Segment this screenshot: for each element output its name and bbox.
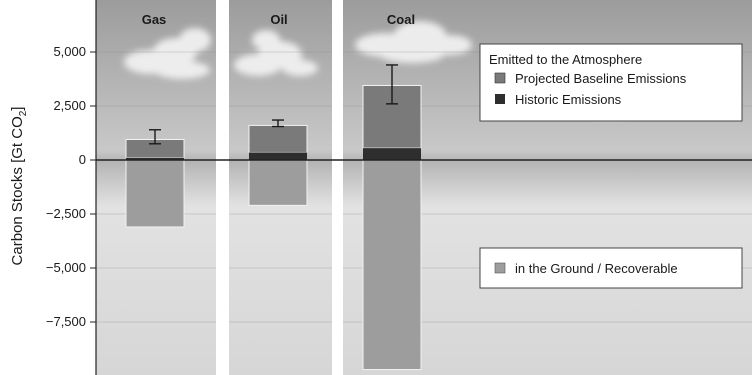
y-axis-label-close: ] — [9, 107, 26, 111]
legend-emitted-title: Emitted to the Atmosphere — [489, 52, 642, 67]
y-tick-label-4: −5,000 — [46, 260, 86, 275]
bar-historic-emissions-oil — [249, 152, 307, 160]
panel-label-coal: Coal — [387, 12, 415, 27]
legend-label-historic: Historic Emissions — [515, 92, 622, 107]
legend-ground: in the Ground / Recoverable — [479, 247, 743, 289]
cloud-gas — [124, 28, 211, 79]
bar-in-the-ground-recoverable-gas — [125, 159, 185, 228]
panel-label-oil: Oil — [270, 12, 287, 27]
bar-historic-emissions-coal — [363, 148, 421, 160]
legend-emitted-box — [479, 43, 743, 122]
legend-ground-box — [479, 247, 743, 289]
legend-emitted: Emitted to the Atmosphere Projected Base… — [479, 43, 743, 122]
y-ticks: 5,000 2,500 0 −2,500 −5,000 −7,500 — [46, 44, 96, 329]
bar-projected-baseline-emissions-oil — [248, 124, 308, 153]
bars — [125, 84, 422, 371]
y-axis-label-subscript: 2 — [18, 110, 29, 116]
y-tick-label-3: −2,500 — [46, 206, 86, 221]
bar-historic-emissions-gas — [126, 157, 184, 160]
error-bars — [149, 64, 398, 145]
panel-labels: Gas Oil Coal — [142, 12, 415, 27]
y-axis-label-main: Carbon Stocks [Gt CO — [9, 116, 26, 265]
cloud-oil — [234, 30, 318, 76]
y-tick-label-1: 2,500 — [53, 98, 86, 113]
cloud-coal — [355, 21, 472, 63]
bar-in-the-ground-recoverable-oil — [248, 159, 308, 206]
legend-label-projected: Projected Baseline Emissions — [515, 71, 687, 86]
legend-swatch-projected — [494, 72, 506, 84]
legend-label-ground: in the Ground / Recoverable — [515, 261, 678, 276]
y-axis-label: Carbon Stocks [Gt CO2] — [9, 107, 29, 266]
legend-swatch-historic — [495, 94, 505, 104]
y-tick-label-0: 5,000 — [53, 44, 86, 59]
legend-swatch-ground — [494, 262, 506, 274]
panel-label-gas: Gas — [142, 12, 167, 27]
y-tick-label-2: 0 — [79, 152, 86, 167]
y-tick-label-5: −7,500 — [46, 314, 86, 329]
bar-in-the-ground-recoverable-coal — [362, 159, 422, 371]
